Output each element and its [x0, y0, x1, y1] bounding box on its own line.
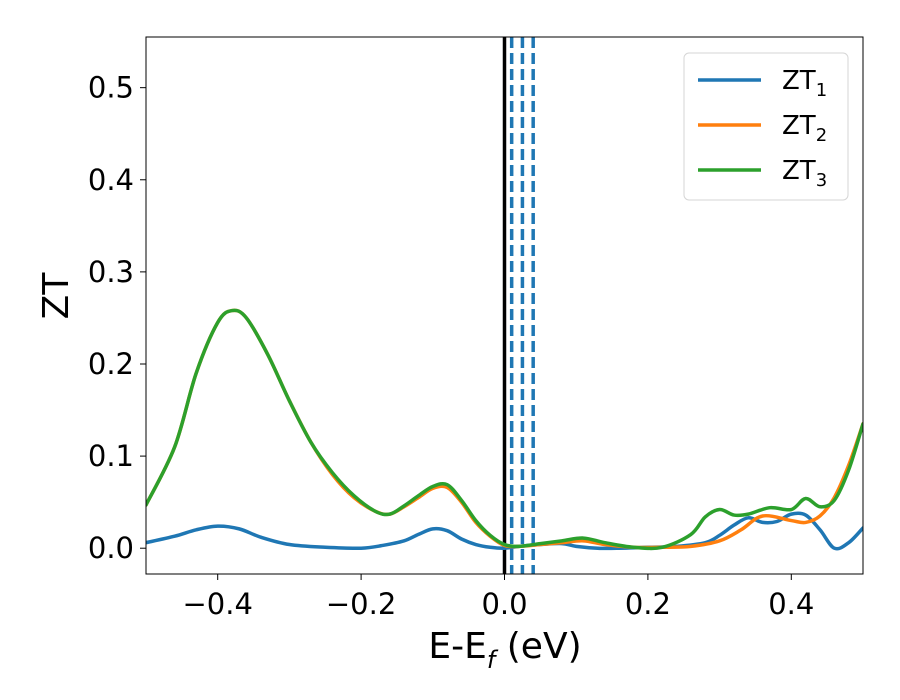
legend-label-subscript: 1 [816, 80, 827, 101]
legend-label-subscript: 2 [816, 125, 827, 146]
y-tick-label: 0.3 [88, 255, 134, 289]
x-tick-label: 0.4 [768, 587, 814, 621]
legend-label-main: ZT [782, 156, 816, 186]
legend-label: ZT1 [782, 66, 827, 101]
legend-label-main: ZT [782, 66, 816, 96]
x-axis-title-main: E-E [428, 626, 486, 667]
legend-label: ZT3 [782, 156, 827, 191]
series-line-3 [146, 308, 863, 551]
x-tick-label: 0.0 [481, 587, 527, 621]
x-axis-title-unit: (eV) [495, 626, 581, 667]
legend-label: ZT2 [782, 111, 827, 146]
y-tick-label: 0.4 [88, 163, 134, 197]
legend-label-main: ZT [782, 111, 816, 141]
y-tick-label: 0.5 [88, 71, 134, 105]
x-tick-label: −0.4 [182, 587, 252, 621]
axes-layer: −0.4 −0.2 0.0 0.2 0.4 0.0 0.1 0.2 0.3 0.4 0.5 [88, 36, 864, 621]
x-tick-label: −0.2 [326, 587, 396, 621]
plot-area [146, 37, 863, 574]
y-tick-label: 0.0 [88, 531, 134, 565]
y-tick-label: 0.2 [88, 347, 134, 381]
legend-box [683, 52, 849, 201]
legend-label-subscript: 3 [816, 170, 827, 191]
plot-layer [146, 37, 863, 574]
x-tick-label: 0.2 [625, 587, 671, 621]
x-axis-title: E-Ef (eV) [428, 626, 581, 674]
y-axis-title: ZT [36, 272, 77, 320]
y-tick-label: 0.1 [88, 439, 134, 473]
